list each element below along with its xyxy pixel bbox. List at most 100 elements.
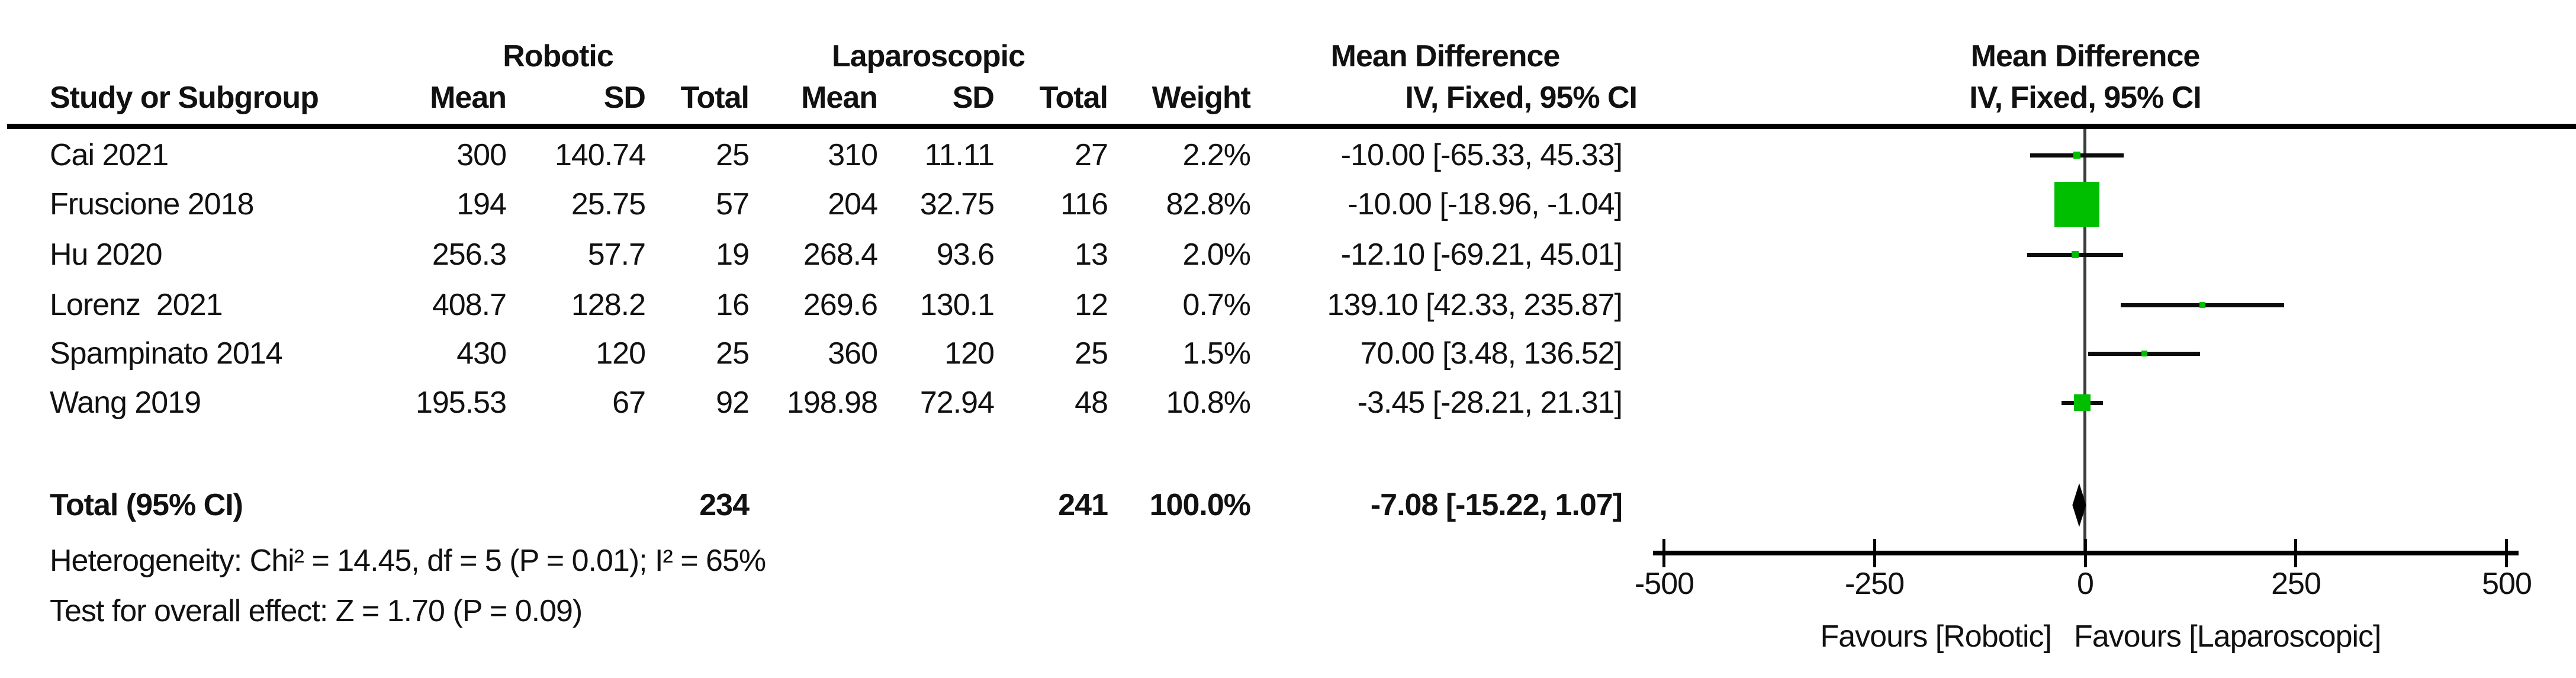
col-header-mean-laparoscopic: Mean: [801, 81, 878, 115]
column-header-row: Study or Subgroup Mean SD Total Mean SD …: [0, 81, 1640, 114]
mean-robotic: 300: [456, 138, 507, 172]
sd-laparoscopic: 130.1: [919, 288, 995, 322]
weight: 10.8%: [1166, 385, 1251, 420]
pooled-diamond: [2072, 483, 2086, 527]
favours-left-label: Favours [Robotic]: [1820, 619, 2053, 654]
md-ci-value: -10.00 [-18.96, -1.04]: [1348, 187, 1623, 221]
table-row-lorenz-2021: Lorenz 2021 408.7 128.2 16 269.6 130.1 1…: [0, 288, 1640, 322]
effect-marker: [2199, 302, 2205, 308]
total-laparoscopic: 25: [1075, 336, 1108, 371]
sd-laparoscopic: 120: [944, 336, 995, 371]
weight: 82.8%: [1166, 187, 1251, 221]
total-laparoscopic: 13: [1075, 237, 1108, 272]
col-header-weight: Weight: [1152, 81, 1251, 115]
group-header-robotic: Robotic: [503, 39, 614, 73]
sd-robotic: 57.7: [587, 237, 646, 272]
total-robotic: 19: [716, 237, 750, 272]
total-row: Total (95% CI) 234 241 100.0% -7.08 [-15…: [0, 489, 1640, 522]
col-header-sd-robotic: SD: [603, 81, 646, 115]
col-header-mean-robotic: Mean: [430, 81, 507, 115]
x-tick-label: 0: [2077, 567, 2094, 601]
sd-robotic: 128.2: [571, 288, 646, 322]
mean-laparoscopic: 360: [828, 336, 878, 371]
col-header-total-robotic: Total: [680, 81, 750, 115]
total-weight: 100.0%: [1149, 488, 1251, 522]
sd-robotic: 25.75: [571, 187, 646, 221]
x-tick-label: -250: [1844, 567, 1905, 601]
total-laparoscopic-sum: 241: [1058, 488, 1108, 522]
total-laparoscopic: 116: [1060, 187, 1108, 221]
plot-header-mean-difference: Mean Difference: [1970, 39, 2201, 73]
overall-effect-text: Test for overall effect: Z = 1.70 (P = 0…: [50, 594, 583, 628]
mean-robotic: 195.53: [415, 385, 507, 420]
total-laparoscopic: 48: [1075, 385, 1108, 420]
col-header-study: Study or Subgroup: [50, 81, 319, 115]
x-axis-tick: [2083, 539, 2087, 567]
table-row-fruscione-2018: Fruscione 2018 194 25.75 57 204 32.75 11…: [0, 188, 1640, 221]
md-ci-value: -12.10 [-69.21, 45.01]: [1340, 237, 1623, 272]
md-ci-value: -3.45 [-28.21, 21.31]: [1357, 385, 1623, 420]
mean-robotic: 408.7: [432, 288, 507, 322]
weight: 2.2%: [1182, 138, 1251, 172]
total-robotic: 25: [716, 138, 750, 172]
sd-laparoscopic: 32.75: [919, 187, 995, 221]
header-rule: [7, 124, 2576, 129]
x-tick-label: 500: [2482, 567, 2532, 601]
weight: 0.7%: [1182, 288, 1251, 322]
sd-laparoscopic: 93.6: [936, 237, 995, 272]
study-name: Wang 2019: [50, 385, 201, 420]
total-robotic: 25: [716, 336, 750, 371]
effect-marker: [2141, 350, 2147, 357]
x-tick-label: 250: [2271, 567, 2321, 601]
col-header-total-laparoscopic: Total: [1039, 81, 1108, 115]
heterogeneity-text: Heterogeneity: Chi² = 14.45, df = 5 (P =…: [50, 544, 766, 578]
mean-laparoscopic: 204: [828, 187, 878, 221]
mean-laparoscopic: 310: [828, 138, 878, 172]
mean-robotic: 430: [456, 336, 507, 371]
table-row-hu-2020: Hu 2020 256.3 57.7 19 268.4 93.6 13 2.0%…: [0, 238, 1640, 271]
total-robotic: 57: [716, 187, 750, 221]
effect-marker: [2071, 251, 2079, 258]
total-robotic-sum: 234: [699, 488, 750, 522]
x-axis-tick: [1873, 539, 1876, 567]
table-row-cai-2021: Cai 2021 300 140.74 25 310 11.11 27 2.2%…: [0, 139, 1640, 172]
weight: 2.0%: [1182, 237, 1251, 272]
study-name: Hu 2020: [50, 237, 163, 272]
plot-header-iv-ci: IV, Fixed, 95% CI: [1969, 81, 2201, 115]
col-header-iv-ci: IV, Fixed, 95% CI: [1405, 81, 1638, 115]
x-axis-tick: [2505, 539, 2508, 567]
mean-robotic: 256.3: [432, 237, 507, 272]
total-robotic: 92: [716, 385, 750, 420]
sd-laparoscopic: 72.94: [919, 385, 995, 420]
total-label: Total (95% CI): [50, 488, 243, 522]
table-row-spampinato-2014: Spampinato 2014 430 120 25 360 120 25 1.…: [0, 337, 1640, 370]
mean-laparoscopic: 269.6: [803, 288, 878, 322]
total-laparoscopic: 27: [1075, 138, 1108, 172]
effect-marker: [2054, 182, 2099, 227]
x-axis-tick: [1662, 539, 1665, 567]
x-tick-label: -500: [1634, 567, 1694, 601]
zero-effect-line: [2083, 129, 2086, 553]
table-row-wang-2019: Wang 2019 195.53 67 92 198.98 72.94 48 1…: [0, 386, 1640, 419]
study-name: Cai 2021: [50, 138, 169, 172]
md-ci-value: 70.00 [3.48, 136.52]: [1360, 336, 1623, 371]
group-header-laparoscopic: Laparoscopic: [831, 39, 1025, 73]
total-robotic: 16: [716, 288, 750, 322]
x-axis-tick: [2294, 539, 2298, 567]
study-name: Lorenz 2021: [50, 288, 223, 322]
sd-robotic: 120: [596, 336, 646, 371]
favours-right-label: Favours [Laparoscopic]: [2074, 619, 2382, 654]
col-header-sd-laparoscopic: SD: [952, 81, 995, 115]
md-ci-value: 139.10 [42.33, 235.87]: [1327, 288, 1623, 322]
study-name: Spampinato 2014: [50, 336, 283, 371]
mean-laparoscopic: 268.4: [803, 237, 878, 272]
group-header-mean-difference-table: Mean Difference: [1330, 39, 1561, 73]
effect-marker: [2073, 151, 2080, 159]
sd-robotic: 67: [612, 385, 646, 420]
md-ci-value: -10.00 [-65.33, 45.33]: [1340, 138, 1623, 172]
mean-robotic: 194: [456, 187, 507, 221]
study-name: Fruscione 2018: [50, 187, 254, 221]
weight: 1.5%: [1182, 336, 1251, 371]
total-laparoscopic: 12: [1075, 288, 1108, 322]
